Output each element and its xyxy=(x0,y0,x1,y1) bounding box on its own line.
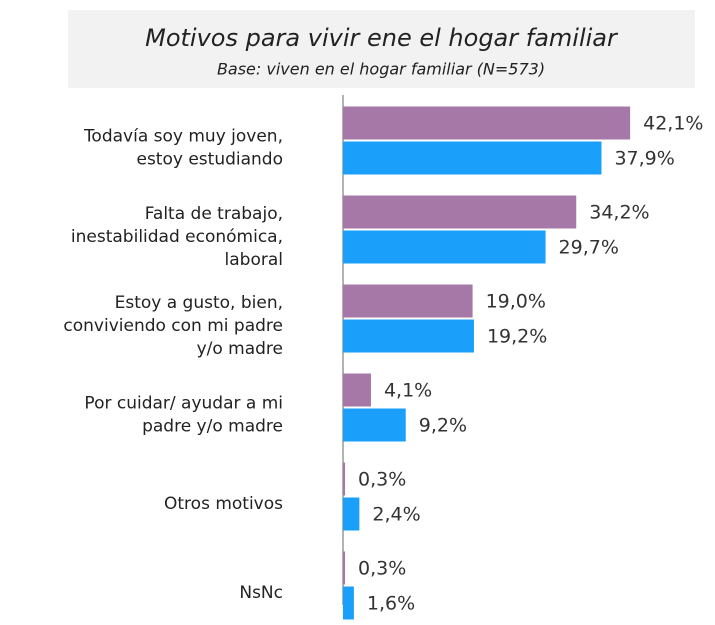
value-label: 19,2% xyxy=(487,326,547,348)
bar xyxy=(343,408,406,442)
bar xyxy=(343,141,602,175)
category-label: Estoy a gusto, bien, conviviendo con mi p… xyxy=(63,293,283,359)
value-label: 0,3% xyxy=(358,558,406,580)
value-label: 2,4% xyxy=(372,504,420,526)
value-label: 9,2% xyxy=(419,415,467,437)
category-label: Por cuidar/ ayudar a mi padre y/o madre xyxy=(84,394,283,437)
value-label: 29,7% xyxy=(559,237,619,259)
bar xyxy=(343,586,354,620)
bar xyxy=(343,230,546,264)
title-box xyxy=(68,10,695,88)
bar xyxy=(343,195,577,229)
value-label: 0,3% xyxy=(358,469,406,491)
bar xyxy=(343,284,473,318)
category-label: NsNc xyxy=(239,583,283,603)
bar xyxy=(343,462,346,496)
category-label: Otros motivos xyxy=(164,494,283,514)
value-label: 19,0% xyxy=(486,291,546,313)
chart-subtitle: Base: viven en el hogar familiar (N=573) xyxy=(217,60,545,79)
category-label: Falta de trabajo, inestabilidad económica… xyxy=(71,204,283,270)
value-label: 37,9% xyxy=(614,148,674,170)
category-label: Todavía soy muy joven, estoy estudiando xyxy=(83,127,283,170)
value-label: 4,1% xyxy=(384,380,432,402)
bar xyxy=(343,551,346,585)
value-label: 1,6% xyxy=(367,593,415,615)
bar xyxy=(343,497,360,531)
chart-title: Motivos para vivir ene el hogar familiar xyxy=(145,24,619,52)
bar xyxy=(343,373,371,407)
bar xyxy=(343,319,474,353)
value-label: 34,2% xyxy=(589,202,649,224)
value-label: 42,1% xyxy=(643,113,703,135)
bar xyxy=(343,106,631,140)
